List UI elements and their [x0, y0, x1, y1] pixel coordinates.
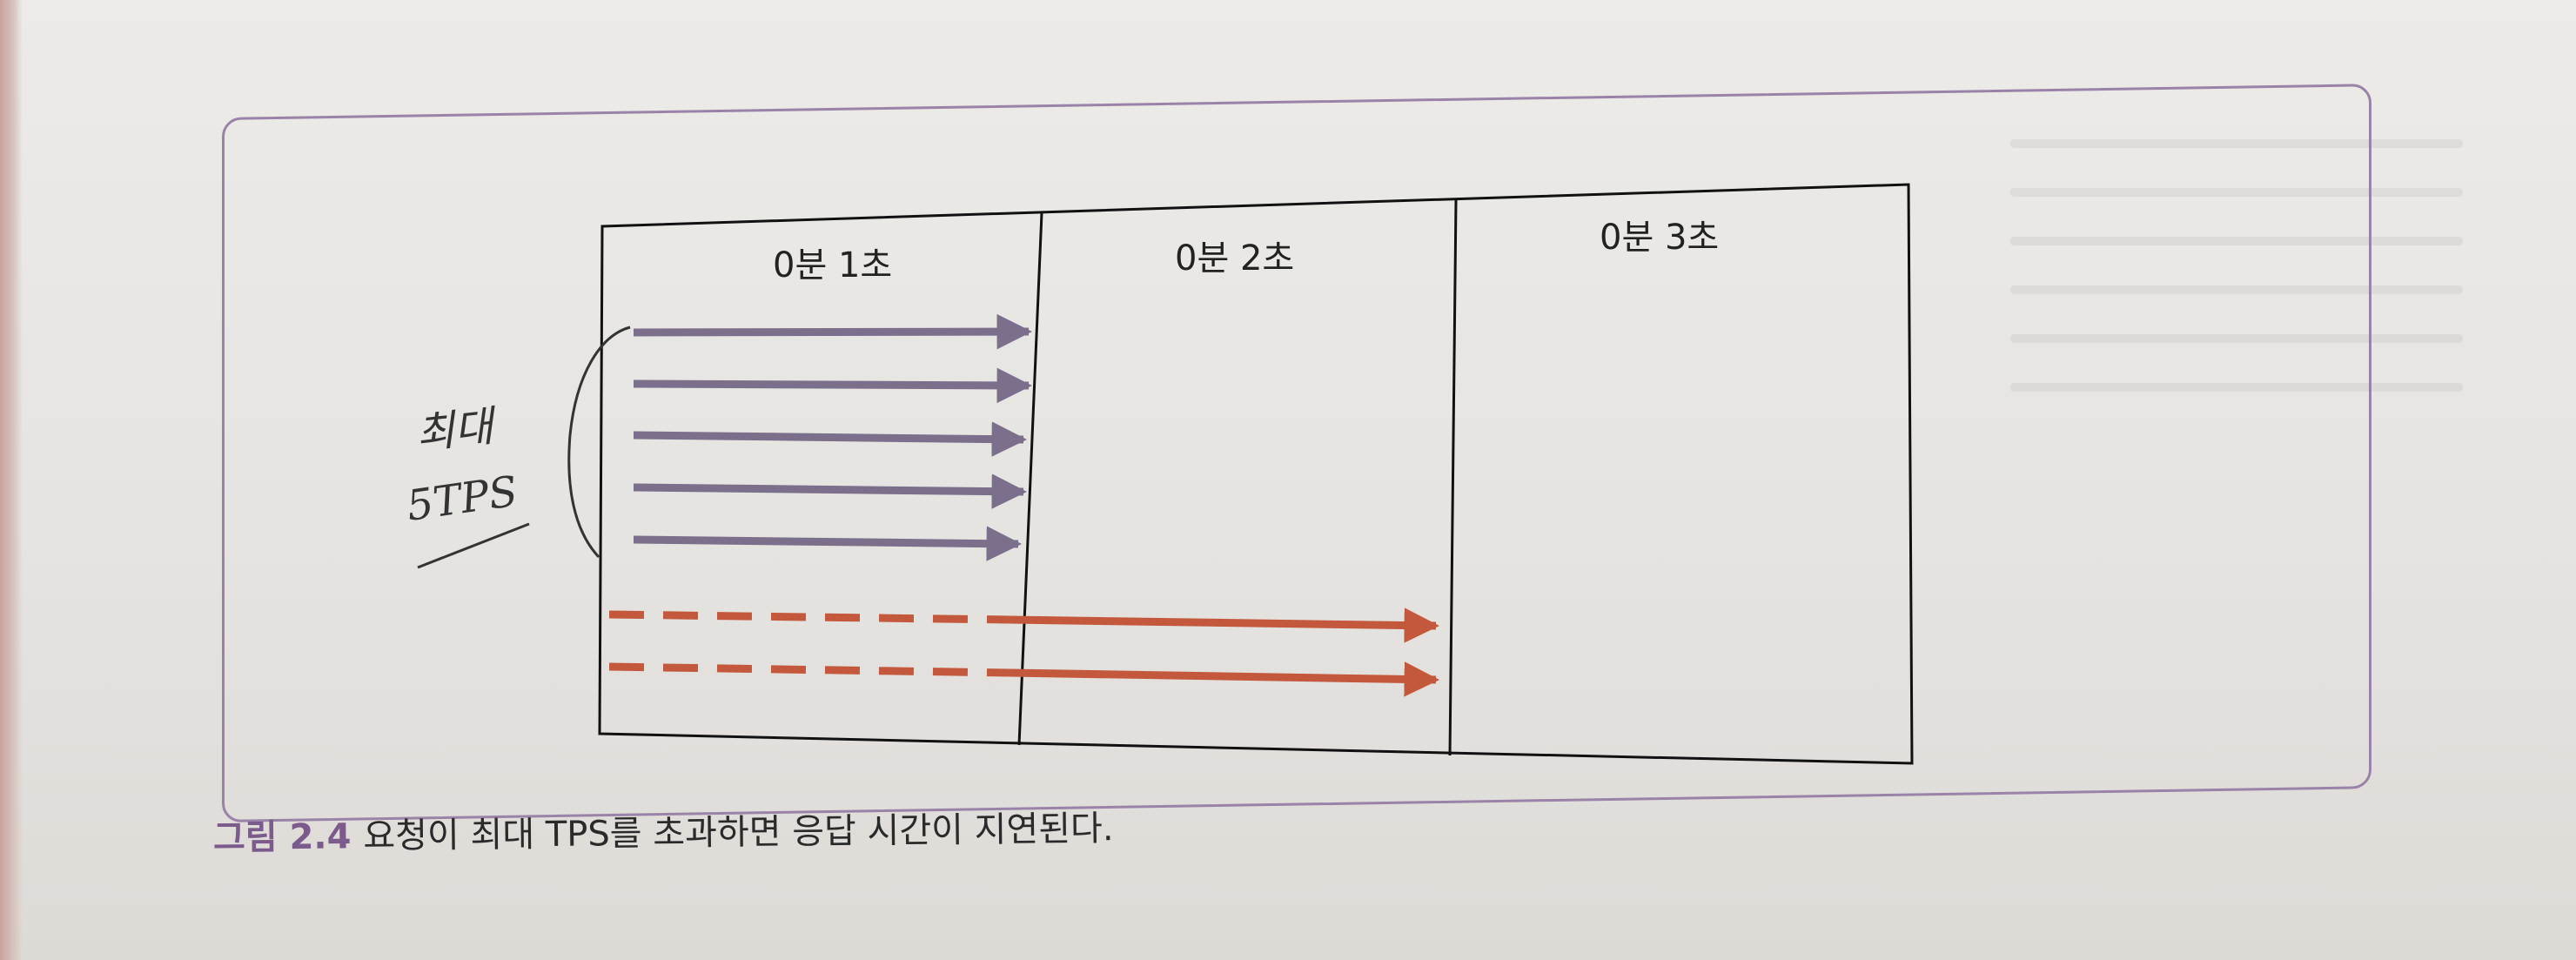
request-arrow-4 — [633, 473, 1028, 509]
over-limit-requests — [608, 608, 1440, 697]
column-label-3: 0분 3초 — [1600, 218, 1719, 258]
column-label-2: 0분 2초 — [1175, 238, 1294, 279]
request-arrow-2 — [633, 367, 1033, 404]
request-arrow-5 — [633, 526, 1023, 561]
divider-1 — [1017, 212, 1043, 746]
time-grid — [598, 183, 1914, 765]
delayed-wait-1 — [608, 610, 1010, 624]
grid-outline — [598, 183, 1914, 765]
within-limit-requests — [633, 313, 1033, 561]
page-edge — [0, 0, 23, 960]
handwritten-annotation: 최대 5TPS — [404, 326, 631, 569]
delayed-wait-2 — [608, 662, 1010, 677]
handwritten-underline — [417, 522, 530, 569]
show-through-text — [2010, 139, 2463, 505]
handwritten-max: 최대 — [413, 401, 500, 459]
figure-number: 그림 2.4 — [212, 816, 352, 858]
figure-caption: 그림 2.4 요청이 최대 TPS를 초과하면 응답 시간이 지연된다. — [213, 800, 1114, 860]
delayed-arrow-2 — [1009, 661, 1440, 697]
caption-text: 요청이 최대 TPS를 초과하면 응답 시간이 지연된다. — [363, 809, 1114, 857]
request-arrow-3 — [633, 421, 1028, 457]
delayed-arrow-1 — [1009, 608, 1440, 643]
column-label-1: 0분 1초 — [773, 245, 892, 285]
handwritten-5tps: 5TPS — [404, 467, 520, 531]
handwritten-brace — [567, 326, 631, 559]
divider-2 — [1448, 199, 1458, 756]
